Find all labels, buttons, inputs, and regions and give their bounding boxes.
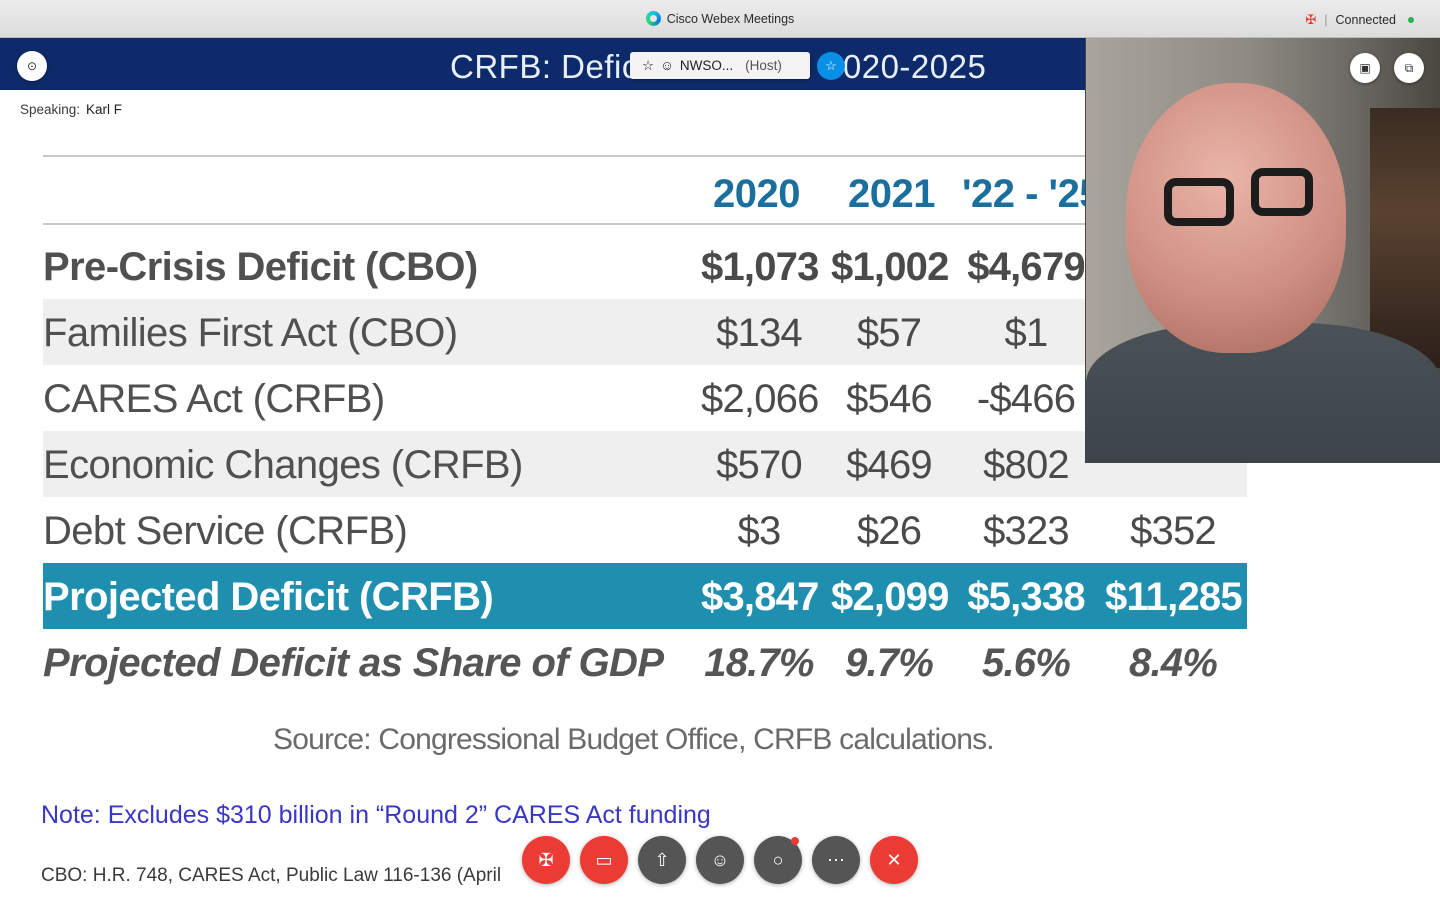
meeting-controls: ✠ ▭ ⇧ ☺ ○ ⋯ ✕ bbox=[522, 836, 918, 884]
row-value: $546 bbox=[846, 377, 933, 421]
glasses-icon bbox=[1251, 168, 1313, 216]
close-icon: ✕ bbox=[886, 849, 902, 870]
row-value: -$466 bbox=[976, 377, 1076, 421]
presenter-icon: ☺ bbox=[660, 58, 674, 73]
row-value: 18.7% bbox=[704, 641, 814, 685]
row-label: CARES Act (CRFB) bbox=[43, 377, 385, 421]
table-header-rule bbox=[43, 223, 1247, 225]
slide-title: CRFB: Defic 020-2025 bbox=[450, 48, 986, 86]
table-row: Projected Deficit (CRFB) $3,847 $2,099 $5,3… bbox=[43, 563, 1247, 629]
app-title: Cisco Webex Meetings bbox=[666, 12, 795, 26]
slide-title-text: CRFB: Defic bbox=[450, 48, 639, 85]
share-button[interactable]: ⇧ bbox=[638, 836, 686, 884]
row-value: $1,073 bbox=[701, 245, 819, 289]
row-value: $469 bbox=[846, 443, 933, 487]
row-value: 5.6% bbox=[982, 641, 1071, 685]
active-speaker: Speaking: Karl F bbox=[20, 102, 122, 117]
chat-button[interactable]: ○ bbox=[754, 836, 802, 884]
row-value: $5,338 bbox=[967, 575, 1085, 619]
row-value: $11,285 bbox=[1105, 575, 1243, 619]
row-value: 8.4% bbox=[1129, 641, 1218, 685]
info-icon: ⊙ bbox=[26, 59, 38, 73]
mic-muted-icon: ✠ bbox=[538, 849, 554, 870]
row-value: $570 bbox=[716, 443, 803, 487]
webex-logo-icon bbox=[645, 11, 661, 26]
row-value: $352 bbox=[1130, 509, 1217, 553]
row-label: Projected Deficit (CRFB) bbox=[43, 575, 494, 619]
slide-title-tail: 020-2025 bbox=[842, 48, 987, 85]
speaker-name: Karl F bbox=[86, 102, 123, 117]
participant-face bbox=[1126, 83, 1346, 353]
row-value: $2,066 bbox=[701, 377, 819, 421]
row-value: $802 bbox=[983, 443, 1070, 487]
leave-button[interactable]: ✕ bbox=[870, 836, 918, 884]
row-label: Debt Service (CRFB) bbox=[43, 509, 408, 553]
row-value: $3,847 bbox=[701, 575, 819, 619]
sharing-bar[interactable]: ☆ ☺ NWSO... (Host) bbox=[630, 52, 810, 79]
table-top-rule bbox=[43, 155, 1247, 157]
row-value: $1 bbox=[1004, 311, 1049, 355]
table-row: Economic Changes (CRFB) $570 $469 $802 bbox=[43, 431, 1247, 497]
table-row: Families First Act (CBO) $134 $57 $1 bbox=[43, 299, 1247, 365]
connection-area: ✠ | Connected bbox=[1305, 12, 1414, 28]
chat-badge bbox=[791, 837, 799, 845]
table-row: Debt Service (CRFB) $3 $26 $323 $352 bbox=[43, 497, 1247, 563]
picture-in-picture-button[interactable]: ▣ bbox=[1350, 53, 1380, 83]
chat-icon: ○ bbox=[772, 849, 784, 870]
camera-off-icon: ▭ bbox=[595, 849, 613, 870]
layout-button[interactable]: ⧉ bbox=[1394, 53, 1424, 83]
row-value: $4,679 bbox=[967, 245, 1085, 289]
pip-icon: ▣ bbox=[1359, 61, 1371, 75]
connection-status: Connected bbox=[1335, 13, 1396, 27]
row-label: Families First Act (CBO) bbox=[43, 311, 458, 355]
table-row: Pre-Crisis Deficit (CBO) $1,073 $1,002 $4,6… bbox=[43, 233, 1247, 299]
shared-content: CRFB: Defic 020-2025 ⊙ ☆ ☺ NWSO... (Host)… bbox=[0, 38, 1440, 900]
video-button[interactable]: ▭ bbox=[580, 836, 628, 884]
meeting-info-button[interactable]: ⊙ bbox=[17, 51, 47, 81]
speaking-label: Speaking: bbox=[20, 102, 81, 117]
pin-icon[interactable]: ☆ bbox=[817, 52, 845, 80]
column-header: 2020 bbox=[713, 172, 800, 216]
more-button[interactable]: ⋯ bbox=[812, 836, 860, 884]
mic-muted-icon: ✠ bbox=[1305, 12, 1317, 27]
row-label: Pre-Crisis Deficit (CBO) bbox=[43, 245, 478, 289]
presenter-role: (Host) bbox=[745, 58, 782, 73]
row-label: Projected Deficit as Share of GDP bbox=[43, 641, 664, 685]
share-icon: ⇧ bbox=[654, 849, 670, 870]
connection-dot-icon bbox=[1408, 17, 1414, 23]
row-value: $1,002 bbox=[831, 245, 949, 289]
row-label: Economic Changes (CRFB) bbox=[43, 443, 523, 487]
row-value: 9.7% bbox=[845, 641, 934, 685]
slide-source: Source: Congressional Budget Office, CRF… bbox=[273, 723, 995, 756]
video-shelf bbox=[1370, 108, 1440, 368]
more-icon: ⋯ bbox=[827, 849, 845, 870]
table-row: CARES Act (CRFB) $2,066 $546 -$466 bbox=[43, 365, 1247, 431]
column-header: 2021 bbox=[848, 172, 935, 216]
row-value: $323 bbox=[983, 509, 1070, 553]
slide-citation: CBO: H.R. 748, CARES Act, Public Law 116… bbox=[41, 865, 502, 886]
column-header: '22 - '25 bbox=[962, 172, 1102, 216]
window-title: Cisco Webex Meetings bbox=[0, 11, 1440, 26]
window-titlebar: Cisco Webex Meetings ✠ | Connected bbox=[0, 0, 1440, 38]
participants-icon: ☺ bbox=[710, 849, 730, 870]
presenter-name: NWSO... bbox=[679, 58, 734, 73]
separator: | bbox=[1324, 13, 1328, 27]
row-value: $26 bbox=[856, 509, 922, 553]
glasses-icon bbox=[1164, 178, 1234, 226]
row-value: $57 bbox=[856, 311, 922, 355]
slide-note: Note: Excludes $310 billion in “Round 2”… bbox=[41, 801, 711, 829]
row-value: $3 bbox=[737, 509, 782, 553]
row-value: $2,099 bbox=[831, 575, 949, 619]
participants-button[interactable]: ☺ bbox=[696, 836, 744, 884]
row-value: $134 bbox=[716, 311, 803, 355]
participant-video[interactable]: ▣ ⧉ bbox=[1085, 38, 1440, 463]
layout-icon: ⧉ bbox=[1404, 60, 1414, 75]
mute-button[interactable]: ✠ bbox=[522, 836, 570, 884]
pin-outline-icon: ☆ bbox=[642, 57, 655, 73]
table-row: Projected Deficit as Share of GDP 18.7% 9.… bbox=[43, 629, 1247, 695]
